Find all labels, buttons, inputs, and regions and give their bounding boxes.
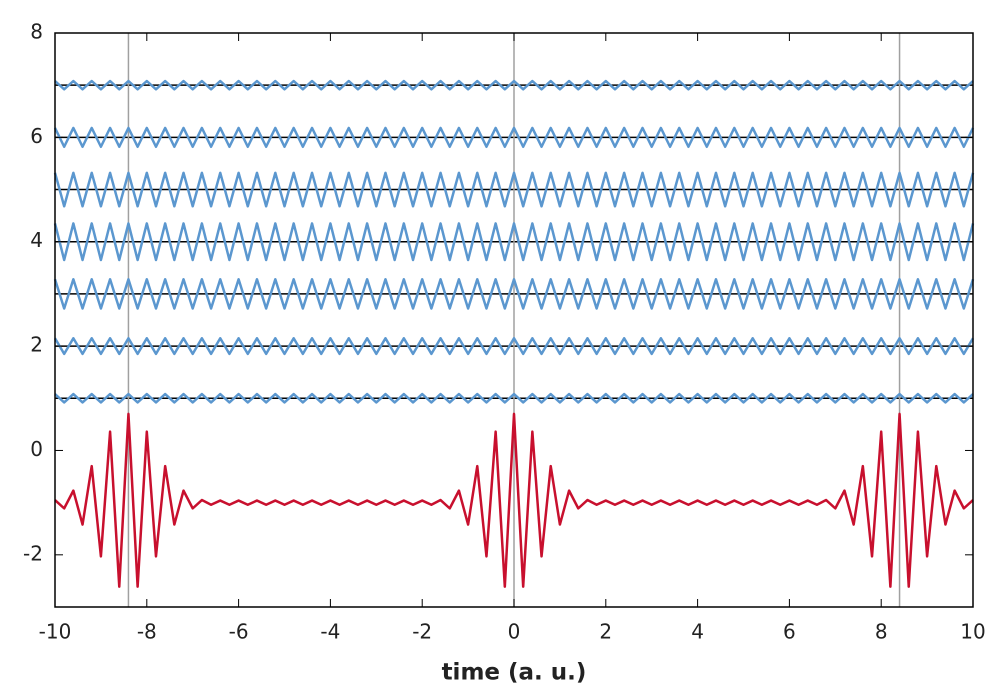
x-tick-label: -6 bbox=[229, 620, 249, 644]
x-tick-label: 0 bbox=[508, 620, 521, 644]
series-line bbox=[53, 337, 975, 356]
series-line bbox=[54, 79, 974, 91]
y-tick-label: -2 bbox=[23, 541, 43, 565]
y-tick-label: 4 bbox=[30, 228, 43, 252]
x-tick-label: 4 bbox=[691, 620, 704, 644]
y-tick-label: 6 bbox=[30, 124, 43, 148]
series-line bbox=[54, 392, 974, 404]
series-line bbox=[53, 278, 975, 310]
x-tick-label: 10 bbox=[960, 620, 985, 644]
x-tick-label: -10 bbox=[39, 620, 72, 644]
x-tick-label: -2 bbox=[412, 620, 432, 644]
x-axis-label: time (a. u.) bbox=[442, 660, 587, 686]
y-tick-label: 0 bbox=[30, 437, 43, 461]
x-tick-label: -8 bbox=[137, 620, 157, 644]
series-line bbox=[53, 126, 975, 149]
y-tick-label: 2 bbox=[30, 333, 43, 357]
x-tick-label: 6 bbox=[783, 620, 796, 644]
series-line bbox=[53, 171, 975, 208]
x-tick-label: 2 bbox=[599, 620, 612, 644]
y-tick-label: 8 bbox=[30, 20, 43, 44]
x-tick-label: -4 bbox=[320, 620, 340, 644]
series-line bbox=[54, 412, 974, 588]
x-tick-label: 8 bbox=[875, 620, 888, 644]
series-line bbox=[53, 222, 975, 262]
